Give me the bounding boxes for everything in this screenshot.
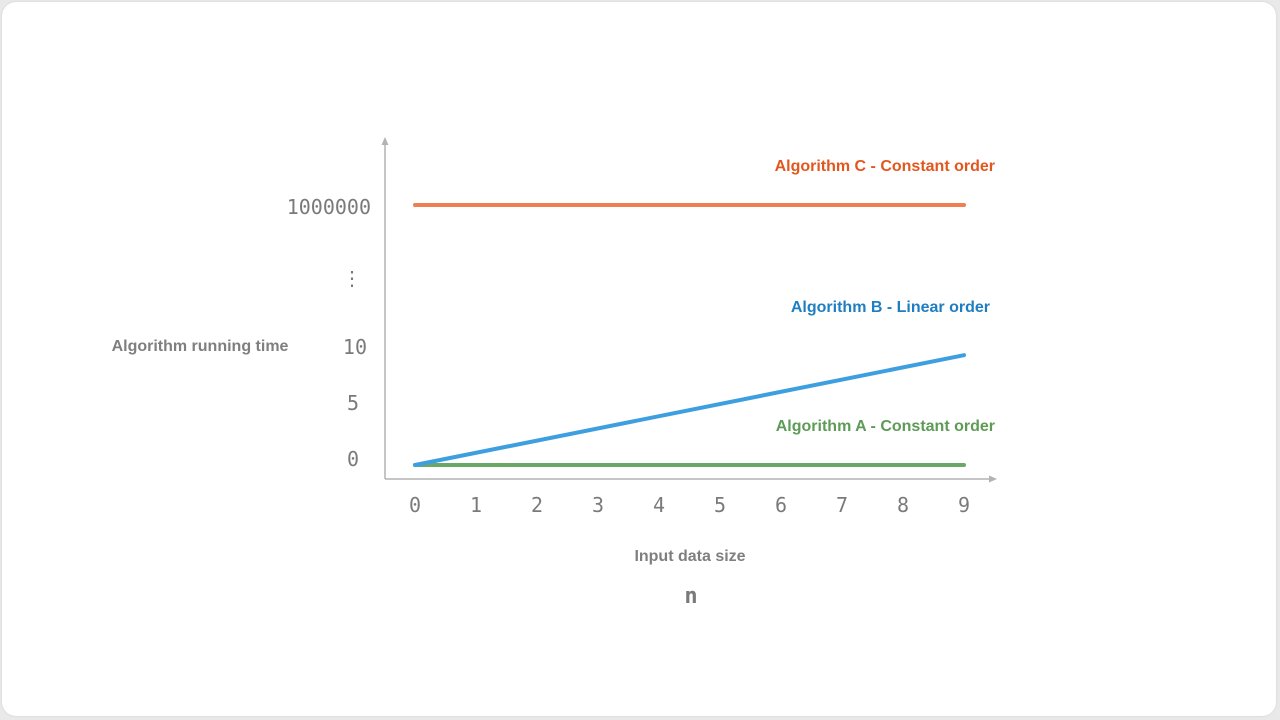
y-axis-title: Algorithm running time [112,338,289,355]
x-tick-label: 8 [897,493,909,517]
y-tick-label-5: 5 [347,391,359,415]
x-tick-label: 5 [714,493,726,517]
y-tick-label-0: 0 [347,447,359,471]
x-tick-label: 9 [958,493,970,517]
series-label-algorithm-c: Algorithm C - Constant order [775,158,995,175]
x-variable-n: n [684,584,697,609]
x-tick-label: 7 [836,493,848,517]
y-axis-break: ⋮ [342,266,362,290]
series-label-algorithm-a: Algorithm A - Constant order [776,418,995,435]
y-tick-label-1000000: 1000000 [287,195,371,219]
x-tick-label: 1 [470,493,482,517]
x-tick-label: 2 [531,493,543,517]
series-label-algorithm-b: Algorithm B - Linear order [791,299,990,316]
y-tick-label-10: 10 [343,335,367,359]
x-tick-label: 4 [653,493,665,517]
x-tick-label: 6 [775,493,787,517]
x-axis-title: Input data size [634,548,745,565]
x-tick-label: 0 [409,493,421,517]
series-line-algorithm-b [413,353,966,467]
x-tick-labels: 0 1 2 3 4 5 6 7 8 9 [409,493,970,517]
x-tick-label: 3 [592,493,604,517]
